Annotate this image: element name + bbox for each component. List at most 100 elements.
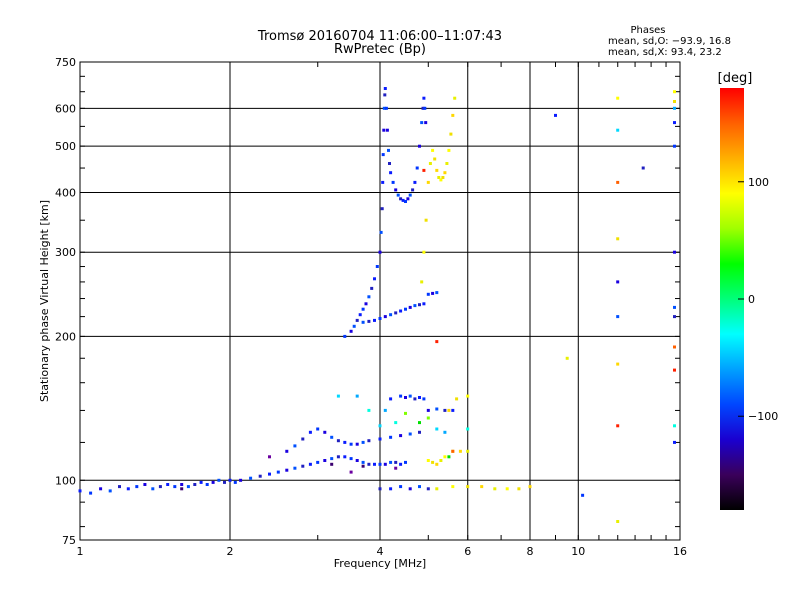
data-point [285,468,289,472]
data-point [420,121,424,125]
data-point [616,362,620,366]
data-point [391,180,395,184]
data-point [415,166,419,170]
data-point [421,106,425,110]
data-point [418,396,421,399]
data-point [428,162,432,165]
data-point [382,106,386,110]
chart-subtitle: RwPretec (Bp) [334,42,426,57]
data-point [673,250,676,254]
data-point [199,480,203,484]
data-point [422,302,426,306]
data-point [389,435,393,439]
y-tick-label: 100 [55,474,76,487]
data-point [389,313,393,317]
data-point [404,411,407,415]
data-point [389,171,393,175]
data-point [439,178,443,182]
data-point [383,87,387,90]
data-point [517,487,521,491]
data-point [616,315,620,319]
data-point [375,265,379,268]
data-point [239,478,243,482]
data-point [443,430,447,434]
data-point [78,489,82,493]
y-tick-label: 200 [55,330,76,343]
data-point [349,329,353,333]
data-point [383,408,387,412]
data-point [367,408,371,412]
data-point [422,397,426,401]
data-point [373,277,376,281]
data-point [404,460,407,464]
data-point [418,421,421,425]
data-point [435,168,439,172]
data-point [480,485,484,489]
data-point [126,487,130,491]
data-point [151,487,155,491]
data-point [424,218,428,222]
data-point [355,442,359,446]
data-point [135,485,139,489]
data-point [451,449,455,453]
data-point [641,166,645,170]
data-point [399,394,403,398]
data-point [451,408,455,412]
data-point [387,148,390,152]
data-point [420,280,424,284]
data-point [673,100,676,103]
data-point [355,459,359,462]
phase-stats-o: mean, sd,O: −93.9, 16.8 [608,36,731,47]
data-point [426,292,430,296]
data-point [89,491,93,495]
data-point [385,128,389,132]
data-point [276,470,280,474]
data-point [343,440,347,444]
data-point [378,250,382,254]
data-point [554,113,557,117]
data-point [268,472,271,476]
y-tick-label: 500 [55,140,76,153]
data-point [211,480,215,484]
data-point [361,460,365,464]
data-point [673,424,676,428]
data-point [404,307,407,311]
data-point [408,432,412,436]
data-point [581,493,585,497]
data-point [380,207,384,211]
data-point [447,148,451,152]
x-tick-label: 2 [227,545,234,558]
data-point [418,144,421,148]
data-point [673,368,676,372]
data-point [349,442,353,446]
data-point [616,180,620,184]
data-point [437,176,441,179]
data-point [158,485,162,489]
data-point [445,162,449,165]
data-point [435,340,439,344]
data-point [528,485,532,489]
x-tick-label: 4 [377,545,384,558]
colorbar-tick-label: 0 [748,293,755,306]
data-point [361,320,365,324]
data-point [381,153,385,157]
colorbar: 100 0 −100 [720,88,778,510]
data-point [431,460,435,464]
data-point [180,483,184,486]
data-point [673,121,676,125]
data-point [424,121,428,125]
data-point [336,439,340,443]
data-point [389,460,393,464]
data-point [443,455,447,459]
data-point [389,397,393,401]
data-point [447,455,451,459]
x-tick-label: 10 [571,545,585,558]
data-point [443,171,447,175]
data-point [455,397,459,401]
data-point [118,485,121,489]
data-point [616,424,620,428]
data-point [399,309,403,313]
data-point [285,449,289,453]
data-point [330,462,334,466]
data-point [439,459,443,462]
